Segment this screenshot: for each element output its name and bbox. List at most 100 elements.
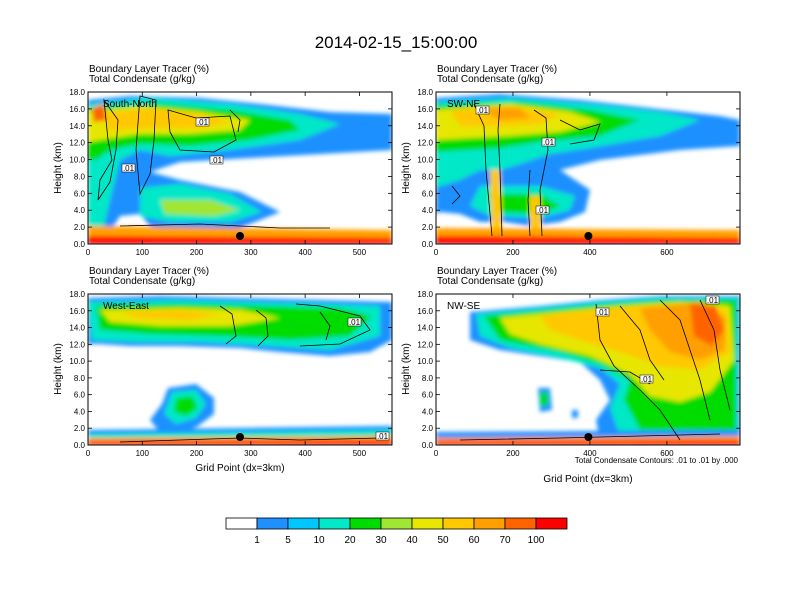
tracer-fill [436,296,740,445]
y-tick-label: 4.0 [422,206,434,215]
y-tick-label: 4.0 [74,206,86,215]
y-tick-label: 6.0 [422,391,434,400]
y-tick-label: 18.0 [417,290,433,299]
contour-label: .01 [211,156,223,165]
contour-labels: .01 .01 .01 [475,105,556,215]
plot-frame [435,91,741,245]
y-tick-label: 2.0 [422,223,434,232]
x-tick-label: 300 [244,449,258,458]
contour-label: .01 [377,432,389,441]
y-tick-label: 16.0 [69,307,85,316]
x-tick-label: 400 [298,449,312,458]
x-axis-label: Grid Point (dx=3km) [543,474,632,485]
contour-labels: .01 .01 [347,317,390,441]
y-tick-label: 18.0 [69,88,85,97]
colorbar-label: 1 [254,535,260,546]
panel-label-line2: Total Condensate (g/kg) [89,74,195,85]
plot-frame [435,293,741,446]
y-tick-label: 10.0 [417,357,433,366]
contour-label: .01 [537,206,549,215]
colorbar-swatch [225,517,258,530]
y-tick-label: 8.0 [422,172,434,181]
y-tick-label: 4.0 [422,407,434,416]
contour-label: .01 [477,106,489,115]
contour-label-box [375,431,390,441]
contour-labels: .01 .01 .01 [595,295,720,384]
x-tick-label: 500 [353,248,367,257]
tracer-fill [88,296,392,445]
colorbar-swatch [473,517,506,530]
panel-label-line1: Boundary Layer Tracer (%) [437,266,557,277]
colorbar-label: 100 [528,535,545,546]
y-tick-label: 2.0 [422,424,434,433]
panel-label-line1: Boundary Layer Tracer (%) [437,64,557,75]
contour-label: .01 [597,308,609,317]
colorbar-label: 40 [406,535,418,546]
y-tick-label: 6.0 [422,189,434,198]
colorbar-label: 50 [437,535,449,546]
y-tick-label: 0.0 [74,240,86,249]
panel-label-line2: Total Condensate (g/kg) [89,276,195,287]
panel-sw-ne: Boundary Layer Tracer (%) Total Condensa… [401,64,741,257]
contour-label: .01 [123,164,135,173]
plot-frame [87,91,393,245]
y-tick-label: 12.0 [417,139,433,148]
panel-name: South-North [103,99,157,110]
y-tick-label: 14.0 [69,122,85,131]
contour-label: .01 [197,118,209,127]
colorbar-swatch [535,517,568,530]
panel-nw-se: Boundary Layer Tracer (%) Total Condensa… [401,266,741,485]
y-tick-label: 18.0 [417,88,433,97]
x-ticks: 0 200 400 600 [434,92,674,257]
y-ticks: 0.0 2.0 4.0 6.0 8.0 10.0 12.0 14.0 16.0 18.0 [417,88,740,249]
y-tick-label: 14.0 [417,122,433,131]
contour-label-box [195,117,210,127]
colorbar-label: 70 [499,535,511,546]
x-tick-label: 200 [506,449,520,458]
panel-label-line2: Total Condensate (g/kg) [437,276,543,287]
y-tick-label: 4.0 [74,407,86,416]
location-marker [236,232,244,240]
contour-label: .01 [543,138,555,147]
x-ticks: 0 100 200 300 400 500 [86,294,367,458]
y-tick-label: 0.0 [74,441,86,450]
y-tick-label: 10.0 [417,156,433,165]
condensate-contours [97,95,330,229]
y-tick-label: 2.0 [74,223,86,232]
x-ticks: 0 200 400 600 [434,294,674,458]
contour-label-box [639,374,654,384]
y-tick-label: 12.0 [69,139,85,148]
colorbar-swatch [504,517,537,530]
x-axis-label: Grid Point (dx=3km) [195,463,284,474]
y-tick-label: 8.0 [422,374,434,383]
colorbar: 1 5 10 20 30 40 50 60 70 100 [225,517,568,546]
panel-west-east: Boundary Layer Tracer (%) Total Condensa… [53,266,393,474]
y-tick-label: 16.0 [69,105,85,114]
y-tick-label: 12.0 [417,340,433,349]
colorbar-label: 10 [313,535,325,546]
page-title: 2014-02-15_15:00:00 [315,33,478,52]
contour-label-box [347,317,362,327]
panel-label-line2: Total Condensate (g/kg) [437,74,543,85]
panel-name: NW-SE [447,301,480,312]
x-tick-label: 500 [353,449,367,458]
y-tick-label: 10.0 [69,357,85,366]
colorbar-swatch [349,517,382,530]
colorbar-label: 20 [344,535,356,546]
x-tick-label: 200 [190,449,204,458]
panel-name: West-East [103,301,149,312]
contour-label-box [209,155,224,165]
x-ticks: 0 100 200 300 400 500 [86,92,367,257]
y-tick-label: 6.0 [74,189,86,198]
y-axis-label: Height (km) [401,343,412,395]
y-ticks: 0.0 2.0 4.0 6.0 8.0 10.0 12.0 14.0 16.0 18.0 [69,290,392,450]
y-tick-label: 14.0 [417,324,433,333]
colorbar-swatch [442,517,475,530]
location-marker [236,433,244,441]
panel-label-line1: Boundary Layer Tracer (%) [89,64,209,75]
y-tick-label: 6.0 [74,391,86,400]
x-tick-label: 600 [660,449,674,458]
x-tick-label: 600 [660,248,674,257]
contour-label: .01 [641,375,653,384]
x-tick-label: 400 [583,449,597,458]
